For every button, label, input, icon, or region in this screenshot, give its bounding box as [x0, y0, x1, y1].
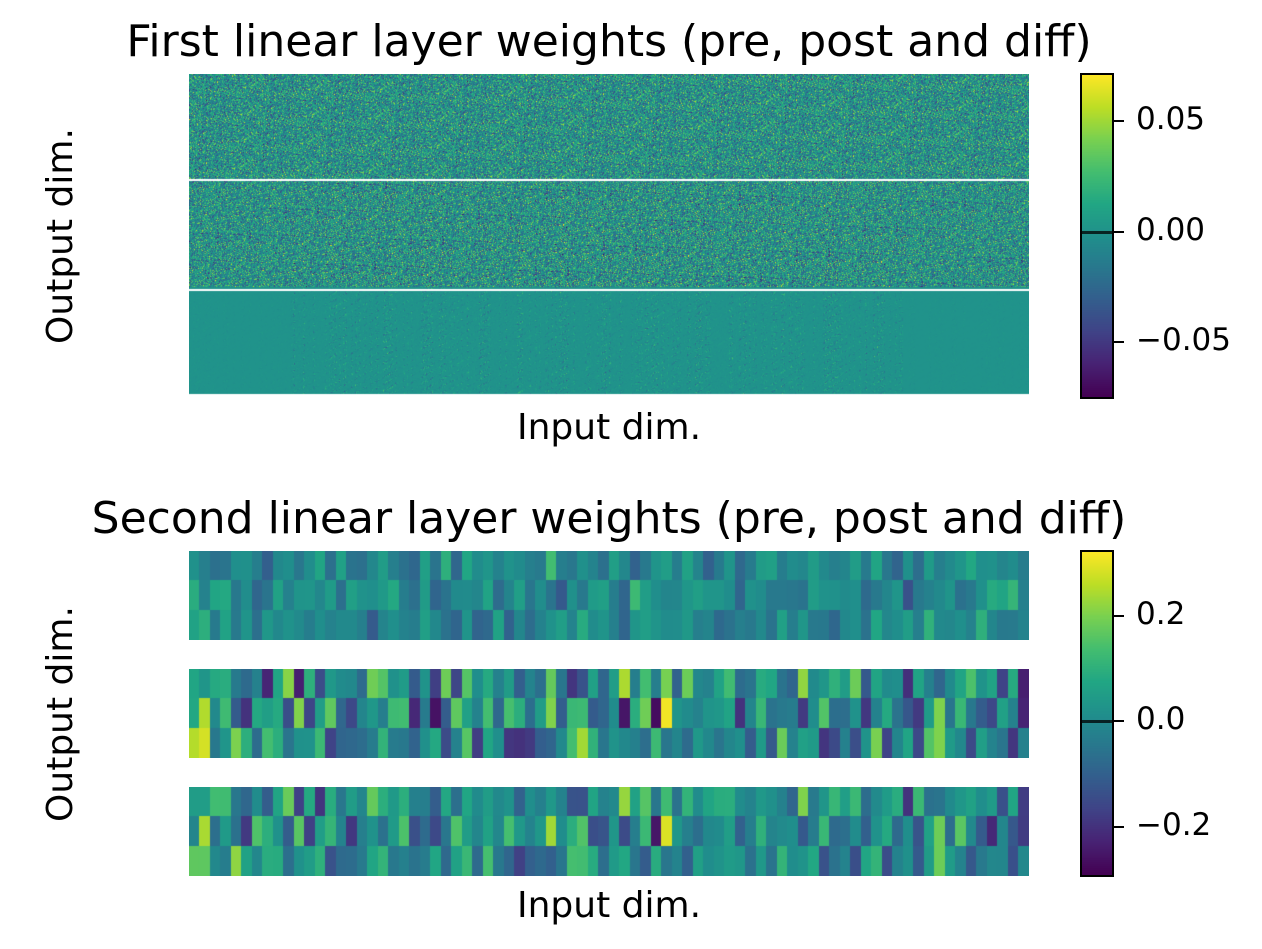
colorbar-tick-mark [1114, 230, 1124, 233]
colorbar-tick-mark [1114, 720, 1124, 723]
chart2-heatmap-pre [189, 551, 1029, 640]
colorbar-tick-label: −0.05 [1136, 321, 1231, 358]
colorbar-tick-mark [1114, 614, 1124, 617]
chart1-heatmap [189, 74, 1029, 398]
colorbar-tick-label: 0.05 [1136, 101, 1206, 138]
colorbar-zero-marker [1082, 230, 1112, 234]
colorbar-tick-mark [1114, 826, 1124, 829]
colorbar-tick-mark [1114, 340, 1124, 343]
chart2-xlabel: Input dim. [516, 885, 702, 926]
chart2-heatmap-diff [189, 787, 1029, 876]
chart1-ylabel: Output dim. [40, 128, 81, 344]
chart1-colorbar [1080, 73, 1114, 399]
chart2-title: Second linear layer weights (pre, post a… [91, 493, 1127, 544]
colorbar-tick-label: 0.00 [1136, 211, 1206, 248]
colorbar-tick-mark [1114, 120, 1124, 123]
chart2-heatmap-post [189, 669, 1029, 758]
colorbar-tick-label: −0.2 [1136, 807, 1212, 844]
chart1-xlabel: Input dim. [516, 407, 702, 448]
chart1-title: First linear layer weights (pre, post an… [126, 16, 1092, 67]
colorbar-tick-label: 0.0 [1136, 701, 1186, 738]
chart2-ylabel: Output dim. [40, 606, 81, 822]
colorbar-zero-marker [1082, 720, 1112, 724]
colorbar-tick-label: 0.2 [1136, 595, 1186, 632]
chart2-colorbar [1080, 550, 1114, 877]
